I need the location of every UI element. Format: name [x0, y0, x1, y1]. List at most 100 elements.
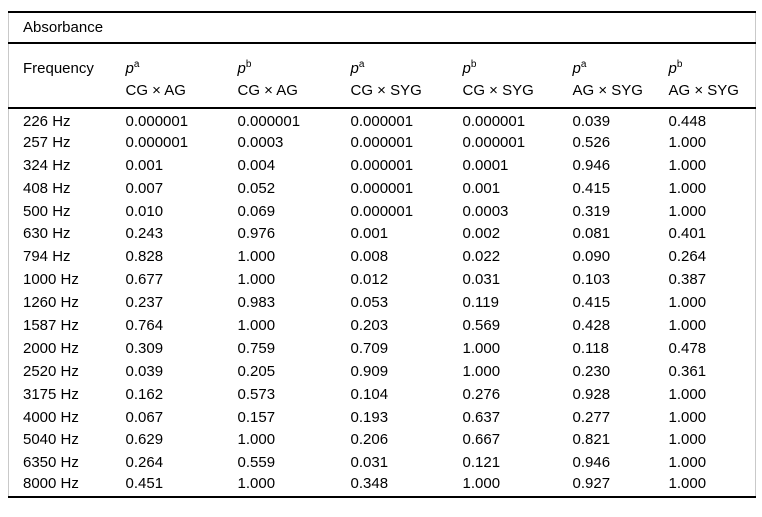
table-row: 6350 Hz 0.264 0.559 0.031 0.121 0.946 1.…: [9, 451, 756, 474]
value-cell: 0.004: [237, 156, 276, 174]
value-cell: 1.000: [668, 408, 707, 426]
value-cell: 0.309: [125, 339, 164, 357]
value-cell: 1.000: [462, 339, 501, 357]
p-column-header: pa: [126, 43, 238, 79]
p-superscript: a: [580, 59, 587, 70]
value-cell: 0.387: [668, 271, 707, 289]
value-cell: 0.103: [572, 271, 611, 289]
table-row: 1000 Hz 0.677 1.000 0.012 0.031 0.103 0.…: [9, 268, 756, 291]
value-cell: 0.193: [350, 408, 389, 426]
value-cell: 0.118: [572, 339, 609, 357]
comparison-column-header: CG × SYG: [462, 79, 573, 109]
comparison-column-header: AG × SYG: [668, 79, 756, 109]
value-cell: 0.243: [125, 225, 164, 243]
header-row-comparisons: CG × AG CG × AG CG × SYG CG × SYG AG × S…: [8, 79, 756, 109]
table-body: 226 Hz 0.000001 0.000001 0.000001 0.0000…: [8, 108, 756, 499]
value-cell: 0.764: [125, 316, 164, 334]
value-cell: 0.401: [668, 225, 707, 243]
frequency-cell: 2520 Hz: [23, 362, 79, 380]
value-cell: 0.909: [350, 362, 389, 380]
value-cell: 0.000001: [350, 202, 414, 220]
value-cell: 0.559: [237, 454, 276, 472]
value-cell: 0.983: [237, 294, 276, 312]
value-cell: 0.000001: [462, 112, 526, 130]
value-cell: 0.022: [462, 248, 501, 266]
value-cell: 0.001: [350, 225, 389, 243]
value-cell: 0.000001: [350, 133, 414, 151]
table-row: 500 Hz 0.010 0.069 0.000001 0.0003 0.319…: [9, 200, 756, 223]
value-cell: 0.573: [237, 385, 276, 403]
value-cell: 0.0003: [237, 133, 284, 151]
value-cell: 0.478: [668, 339, 707, 357]
table-row: 794 Hz 0.828 1.000 0.008 0.022 0.090 0.2…: [9, 245, 756, 268]
frequency-cell: 226 Hz: [23, 112, 71, 130]
value-cell: 1.000: [668, 316, 707, 334]
value-cell: 0.946: [572, 454, 611, 472]
value-cell: 1.000: [668, 156, 707, 174]
value-cell: 0.667: [462, 431, 501, 449]
value-cell: 0.002: [462, 225, 501, 243]
value-cell: 0.319: [572, 202, 611, 220]
value-cell: 0.526: [572, 133, 611, 151]
value-cell: 0.010: [125, 202, 164, 220]
frequency-cell: 6350 Hz: [23, 454, 79, 472]
frequency-header-spacer: [8, 79, 126, 109]
value-cell: 0.000001: [125, 112, 189, 130]
header-row-symbols: Frequency pa pb pa pb pa pb: [9, 43, 756, 79]
frequency-cell: 5040 Hz: [23, 431, 79, 449]
value-cell: 1.000: [668, 431, 707, 449]
value-cell: 0.237: [125, 294, 164, 312]
table-row: 5040 Hz 0.629 1.000 0.206 0.667 0.821 1.…: [9, 428, 756, 451]
value-cell: 0.759: [237, 339, 276, 357]
value-cell: 0.928: [572, 385, 611, 403]
comparison-column-header: CG × SYG: [350, 79, 463, 109]
value-cell: 0.428: [572, 316, 611, 334]
comparison-column-header: AG × SYG: [572, 79, 669, 109]
value-cell: 0.415: [572, 294, 611, 312]
value-cell: 0.039: [572, 112, 611, 130]
frequency-cell: 794 Hz: [23, 248, 71, 266]
frequency-cell: 1000 Hz: [23, 271, 79, 289]
value-cell: 0.001: [462, 179, 501, 197]
value-cell: 0.677: [125, 271, 164, 289]
value-cell: 0.828: [125, 248, 164, 266]
value-cell: 1.000: [237, 474, 351, 499]
frequency-cell: 3175 Hz: [23, 385, 79, 403]
frequency-cell: 324 Hz: [23, 156, 71, 174]
value-cell: 1.000: [237, 316, 276, 334]
value-cell: 0.119: [462, 294, 499, 312]
value-cell: 0.629: [125, 431, 164, 449]
comparison-column-header: CG × AG: [237, 79, 351, 109]
p-symbol: p: [350, 60, 359, 77]
value-cell: 0.008: [350, 248, 389, 266]
p-column-header: pa: [351, 43, 463, 79]
p-column-header: pb: [669, 43, 756, 79]
p-column-header: pa: [573, 43, 669, 79]
value-cell: 0.0001: [462, 156, 509, 174]
value-cell: 0.637: [462, 408, 501, 426]
value-cell: 0.361: [668, 362, 707, 380]
p-superscript: a: [133, 59, 140, 70]
value-cell: 0.081: [572, 225, 611, 243]
p-symbol: p: [668, 60, 677, 77]
value-cell: 1.000: [237, 248, 276, 266]
value-cell: 0.348: [350, 474, 463, 499]
value-cell: 0.277: [572, 408, 611, 426]
value-cell: 0.031: [462, 271, 501, 289]
value-cell: 0.203: [350, 316, 389, 334]
frequency-column-header: Frequency: [23, 60, 94, 77]
value-cell: 0.264: [125, 454, 164, 472]
p-superscript: a: [358, 59, 365, 70]
value-cell: 0.0003: [462, 202, 509, 220]
value-cell: 0.000001: [350, 112, 414, 130]
comparison-column-header: CG × AG: [125, 79, 238, 109]
value-cell: 0.276: [462, 385, 501, 403]
value-cell: 0.451: [125, 474, 238, 499]
value-cell: 0.121: [462, 454, 501, 472]
value-cell: 0.000001: [125, 133, 189, 151]
frequency-cell: 1587 Hz: [23, 316, 79, 334]
p-column-header: pb: [238, 43, 351, 79]
value-cell: 0.090: [572, 248, 611, 266]
value-cell: 0.053: [350, 294, 389, 312]
